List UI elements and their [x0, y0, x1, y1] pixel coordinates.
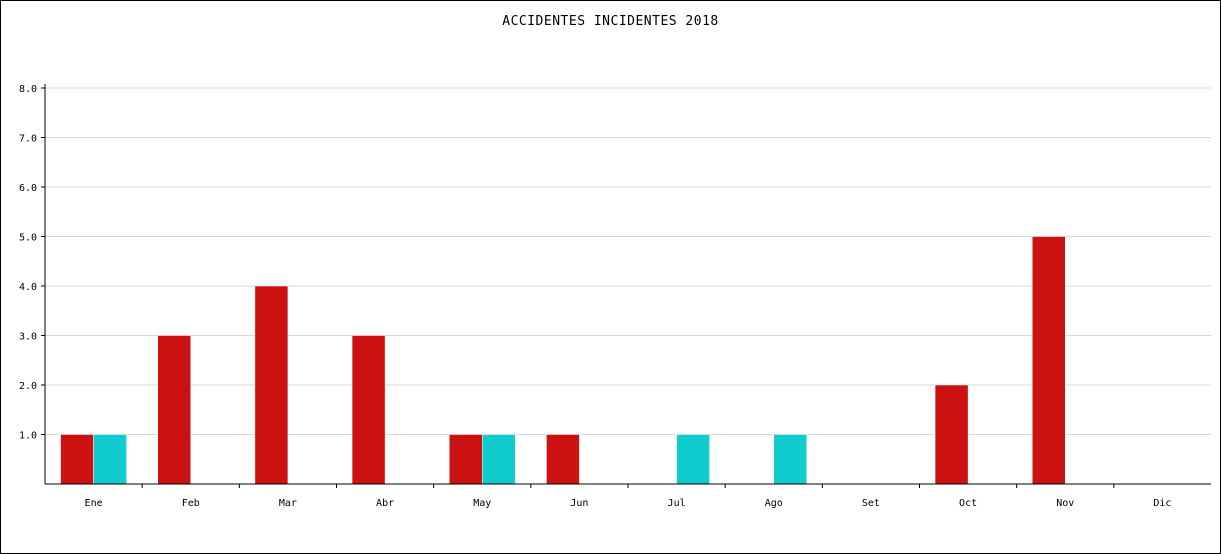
x-tick-label: May	[473, 498, 491, 509]
x-tick-label: Oct	[959, 498, 977, 509]
x-tick-label: Nov	[1056, 498, 1074, 509]
bars	[60, 236, 1066, 485]
bar-ago-series2	[773, 434, 807, 485]
x-tick-label: Jul	[668, 498, 686, 509]
y-tick-label: 2.0	[19, 381, 37, 392]
axes	[41, 84, 1211, 488]
bar-mar-series1	[254, 285, 289, 485]
bar-ene-series2	[93, 434, 127, 485]
bar-jul-series2	[676, 434, 710, 485]
y-tick-label: 4.0	[19, 282, 37, 293]
bar-jun-series1	[546, 434, 580, 485]
bar-ene-series1	[60, 434, 94, 485]
y-tick-label: 8.0	[19, 84, 37, 95]
x-tick-label: Set	[862, 498, 880, 509]
chart-title: ACCIDENTES INCIDENTES 2018	[502, 14, 719, 29]
x-tick-label: Jun	[570, 498, 588, 509]
x-tick-label: Ene	[85, 498, 103, 509]
y-tick-label: 1.0	[19, 431, 37, 442]
bar-feb-series1	[157, 335, 191, 485]
grid-lines	[45, 87, 1211, 435]
bar-may-series1	[449, 434, 483, 485]
bar-oct-series1	[934, 384, 969, 485]
y-tick-label: 6.0	[19, 183, 37, 194]
x-tick-label: Dic	[1153, 498, 1171, 509]
y-tick-labels: 1.0 2.0 3.0 4.0 5.0 6.0 7.0 8.0	[19, 84, 37, 442]
bar-abr-series1	[351, 335, 386, 485]
x-tick-label: Ago	[765, 498, 783, 509]
x-tick-label: Feb	[182, 498, 200, 509]
bar-nov-series1	[1032, 236, 1066, 485]
x-tick-label: Abr	[376, 498, 394, 509]
x-tick-label: Mar	[279, 498, 297, 509]
x-tick-labels: Ene Feb Mar Abr May Jun Jul Ago Set Oct Nov Dic	[85, 498, 1172, 509]
y-tick-label: 3.0	[19, 332, 37, 343]
y-tick-label: 5.0	[19, 233, 37, 244]
y-tick-label: 7.0	[19, 134, 37, 145]
bar-may-series2	[482, 434, 516, 485]
